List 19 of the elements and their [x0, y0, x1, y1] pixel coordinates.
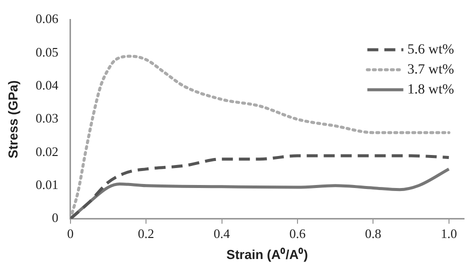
line-series [70, 154, 450, 219]
x-tick-label: 0.4 [214, 226, 230, 242]
x-tick-label: 0.2 [138, 226, 154, 242]
x-axis-title: Strain (A⁰/A⁰) [226, 246, 308, 262]
y-tick-label: 0.01 [36, 177, 58, 192]
y-tick-label: 0.04 [36, 78, 59, 93]
x-tick-label: 0 [67, 226, 74, 242]
legend-label: 5.6 wt% [407, 42, 454, 58]
y-tick-label: 0 [52, 210, 58, 226]
y-tick-label: 0.02 [36, 144, 58, 159]
legend-label: 3.7 wt% [407, 62, 454, 78]
y-axis-title: Stress (GPa) [5, 80, 20, 158]
y-tick-label: 0.06 [36, 11, 59, 26]
x-tick-label: 1.0 [440, 226, 457, 242]
x-tick-label: 0.8 [365, 226, 382, 242]
legend-label: 1.8 wt% [407, 82, 454, 98]
x-tick-label: 0.6 [289, 226, 306, 242]
y-tick-label: 0.05 [36, 44, 58, 60]
y-tick-label: 0.03 [36, 110, 58, 126]
